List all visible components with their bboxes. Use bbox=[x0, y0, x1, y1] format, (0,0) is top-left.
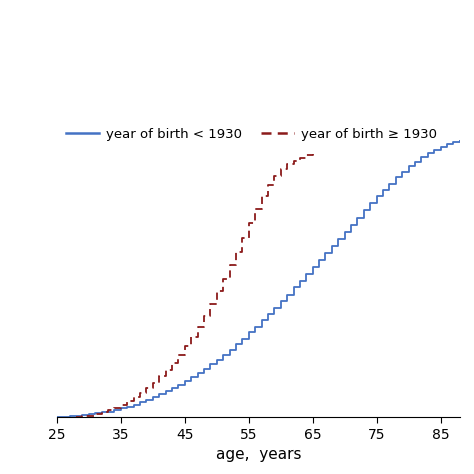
Legend: year of birth < 1930, year of birth ≥ 1930: year of birth < 1930, year of birth ≥ 19… bbox=[61, 122, 442, 146]
X-axis label: age,  years: age, years bbox=[216, 447, 301, 462]
